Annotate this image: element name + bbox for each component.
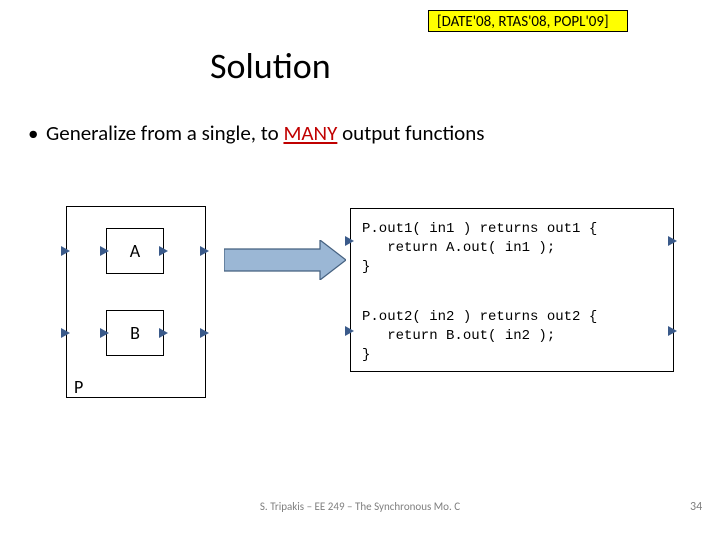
code-block-out1: P.out1( in1 ) returns out1 { return A.ou… [362, 220, 597, 277]
module-b-label: B [130, 322, 140, 344]
module-b-box: B [106, 310, 164, 356]
port-icon [668, 236, 677, 246]
page-number: 34 [690, 500, 702, 514]
port-icon [100, 246, 109, 256]
code-block-out2: P.out2( in2 ) returns out2 { return B.ou… [362, 308, 597, 365]
module-p-label: P [74, 376, 83, 398]
port-icon [345, 326, 354, 336]
bullet-emph: MANY [283, 120, 337, 146]
transform-arrow-icon [224, 240, 346, 280]
port-icon [200, 246, 209, 256]
bullet-main: •Generalize from a single, to MANY outpu… [28, 120, 484, 146]
bullet-dot: • [28, 120, 46, 146]
port-icon [159, 328, 168, 338]
port-icon [345, 236, 354, 246]
port-icon [100, 328, 109, 338]
port-icon [159, 246, 168, 256]
port-icon [61, 328, 70, 338]
footer-attribution: S. Tripakis – EE 249 – The Synchronous M… [0, 500, 720, 513]
reference-box: [DATE'08, RTAS'08, POPL'09] [428, 10, 628, 32]
port-icon [61, 246, 70, 256]
port-icon [200, 328, 209, 338]
bullet-post: output functions [337, 120, 484, 146]
slide: [DATE'08, RTAS'08, POPL'09] Solution •Ge… [0, 0, 720, 540]
page-title: Solution [210, 44, 331, 88]
module-a-box: A [106, 228, 164, 274]
port-icon [668, 326, 677, 336]
bullet-pre: Generalize from a single, to [46, 120, 283, 146]
module-a-label: A [130, 240, 140, 262]
